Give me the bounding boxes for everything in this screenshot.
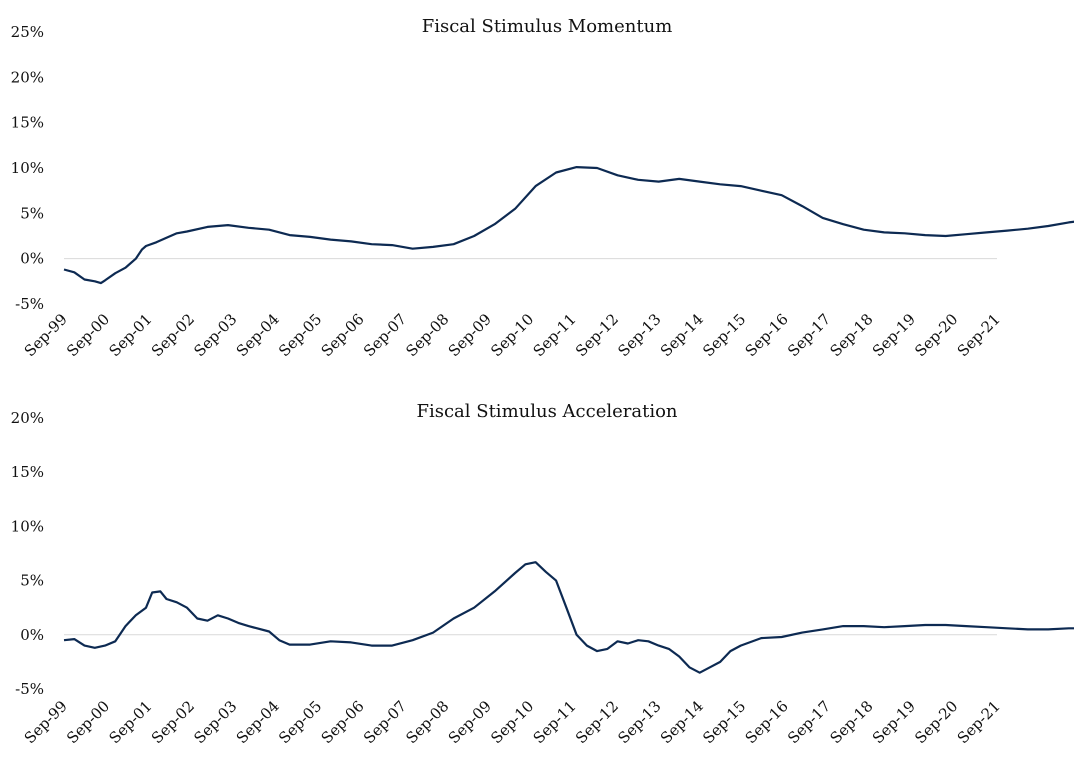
y-tick-label: 15%: [11, 114, 44, 132]
y-tick-label: 5%: [20, 204, 44, 222]
x-tick-label: Sep-17: [784, 310, 834, 360]
x-tick-label: Sep-11: [530, 310, 580, 360]
x-tick-label: Sep-10: [487, 310, 537, 360]
momentum-chart: Fiscal Stimulus Momentum 25% 20% 15% 10% 5% 0…: [11, 16, 1074, 360]
x-tick-label: Sep-21: [954, 697, 1004, 747]
x-tick-label: Sep-12: [572, 697, 622, 747]
y-tick-label: 20%: [11, 409, 44, 427]
x-tick-label: Sep-99: [21, 310, 71, 360]
x-tick-label: Sep-20: [911, 310, 961, 360]
chart-title: Fiscal Stimulus Acceleration: [416, 401, 677, 422]
x-tick-label: Sep-03: [190, 697, 240, 747]
x-tick-label: Sep-15: [699, 310, 749, 360]
y-tick-label: -5%: [15, 680, 44, 698]
x-tick-label: Sep-04: [233, 697, 283, 747]
series-line: [63, 166, 1074, 285]
x-tick-label: Sep-99: [21, 697, 71, 747]
x-tick-label: Sep-07: [360, 310, 410, 360]
y-tick-label: 25%: [11, 23, 44, 41]
x-tick-label: Sep-11: [530, 697, 580, 747]
x-tick-label: Sep-03: [190, 310, 240, 360]
x-tick-label: Sep-08: [402, 697, 452, 747]
x-tick-label: Sep-06: [318, 310, 368, 360]
x-tick-label: Sep-18: [826, 697, 876, 747]
x-tick-label: Sep-18: [826, 310, 876, 360]
x-tick-label: Sep-02: [148, 697, 198, 747]
y-tick-label: 15%: [11, 463, 44, 481]
x-tick-label: Sep-19: [869, 697, 919, 747]
x-tick-label: Sep-19: [869, 310, 919, 360]
y-tick-label: 5%: [20, 572, 44, 590]
x-tick-label: Sep-00: [63, 310, 113, 360]
x-tick-label: Sep-00: [63, 697, 113, 747]
y-tick-label: -5%: [15, 295, 44, 313]
x-tick-label: Sep-21: [954, 310, 1004, 360]
x-tick-label: Sep-12: [572, 310, 622, 360]
x-tick-label: Sep-14: [657, 310, 707, 360]
acceleration-chart: Fiscal Stimulus Acceleration 20% 15% 10% 5%…: [11, 401, 1074, 747]
y-tick-label: 0%: [20, 250, 44, 268]
x-tick-label: Sep-09: [445, 697, 495, 747]
x-tick-label: Sep-09: [445, 310, 495, 360]
y-tick-label: 10%: [11, 159, 44, 177]
y-tick-label: 10%: [11, 517, 44, 535]
y-tick-label: 20%: [11, 68, 44, 86]
x-tick-label: Sep-05: [275, 697, 325, 747]
x-tick-label: Sep-08: [402, 310, 452, 360]
x-tick-label: Sep-07: [360, 697, 410, 747]
x-tick-label: Sep-01: [105, 310, 155, 360]
chart-title: Fiscal Stimulus Momentum: [422, 16, 673, 37]
x-tick-label: Sep-01: [105, 697, 155, 747]
x-tick-label: Sep-06: [318, 697, 368, 747]
y-tick-label: 0%: [20, 626, 44, 644]
x-tick-label: Sep-04: [233, 310, 283, 360]
x-tick-label: Sep-17: [784, 697, 834, 747]
x-tick-label: Sep-02: [148, 310, 198, 360]
x-tick-label: Sep-15: [699, 697, 749, 747]
x-tick-label: Sep-10: [487, 697, 537, 747]
series-line: [63, 561, 1074, 674]
x-tick-label: Sep-13: [614, 697, 664, 747]
x-tick-label: Sep-16: [742, 310, 792, 360]
x-tick-label: Sep-05: [275, 310, 325, 360]
x-tick-label: Sep-14: [657, 697, 707, 747]
x-tick-label: Sep-13: [614, 310, 664, 360]
x-tick-label: Sep-16: [742, 697, 792, 747]
x-tick-label: Sep-20: [911, 697, 961, 747]
